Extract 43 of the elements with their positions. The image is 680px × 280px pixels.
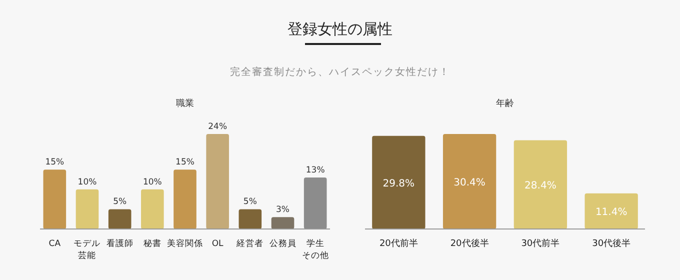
x-tick-label: CA	[48, 239, 61, 249]
bar	[271, 217, 294, 229]
text: 登録女性の属性	[288, 20, 392, 38]
data-label: 15%	[45, 158, 64, 168]
bar	[514, 140, 568, 229]
bar	[76, 189, 99, 229]
chart-title: 年齢	[496, 98, 514, 109]
x-tick-label: 公務員	[269, 238, 296, 249]
x-tick-label: モデル芸能	[74, 239, 101, 261]
data-label: 15%	[176, 158, 194, 168]
bar	[206, 134, 229, 229]
data-label: 10%	[142, 177, 162, 188]
x-tick-label: 学生その他	[302, 238, 329, 261]
bar	[304, 178, 327, 229]
data-label: 13%	[306, 166, 325, 176]
bar	[372, 136, 426, 229]
bar	[442, 134, 496, 229]
x-tick-label: 30代後半	[592, 238, 631, 249]
x-tick-label: OL	[212, 239, 224, 249]
bar	[108, 209, 132, 229]
data-label: 10%	[78, 177, 97, 188]
data-label: 24%	[208, 122, 228, 132]
chart-title: 職業	[176, 98, 194, 109]
data-label: 30.4%	[454, 178, 486, 188]
data-label: 5%	[243, 197, 257, 208]
data-label: 11.4%	[595, 207, 628, 218]
data-label: 29.8%	[382, 178, 415, 190]
x-tick-label: 30代前半	[521, 238, 560, 249]
bar	[238, 209, 262, 229]
x-tick-label: 20代前半	[379, 238, 418, 249]
data-label: 3%	[276, 205, 290, 216]
text: 完全審査制だから、ハイスペック女性だけ！	[230, 66, 450, 78]
bar	[174, 170, 196, 229]
bar	[584, 193, 638, 229]
x-tick-label: 20代後半	[450, 238, 489, 249]
x-tick-label: 看護師	[106, 238, 134, 249]
bar	[141, 189, 164, 229]
data-label: 5%	[113, 197, 127, 208]
data-label: 28.4%	[524, 180, 556, 192]
bar	[43, 170, 66, 229]
x-tick-label: 美容関係	[167, 238, 203, 249]
x-tick-label: 経営者	[236, 238, 264, 249]
x-tick-label: 秘書	[143, 238, 162, 249]
